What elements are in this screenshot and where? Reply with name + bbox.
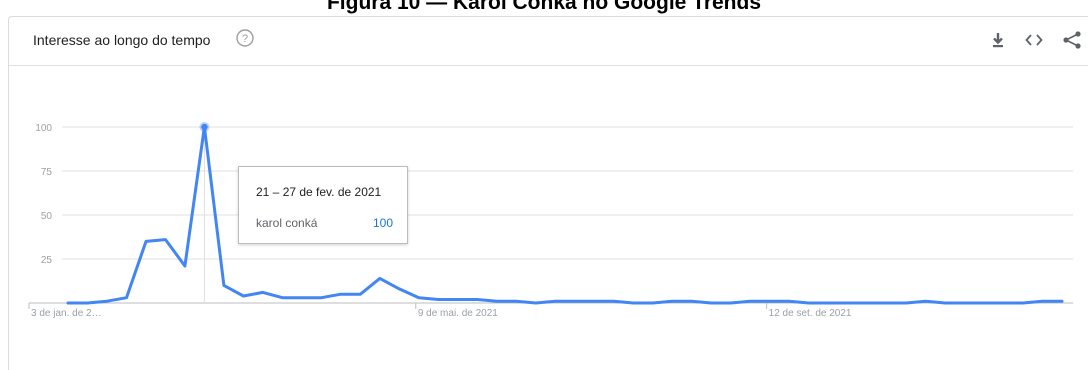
embed-code-icon[interactable]: [1023, 29, 1045, 51]
y-tick-label: 100: [35, 123, 52, 134]
tooltip-term: karol conká: [256, 216, 318, 230]
y-tick-label: 25: [41, 255, 53, 266]
download-icon[interactable]: [987, 29, 1009, 51]
x-tick-label: 3 de jan. de 2…: [31, 308, 102, 319]
figure-caption: Figura 10 — Karol Conka no Google Trends: [326, 0, 762, 14]
y-tick-label: 50: [41, 211, 53, 222]
card-title: Interesse ao longo do tempo: [33, 32, 211, 48]
trends-card: Interesse ao longo do tempo ?: [8, 16, 1088, 370]
x-tick-label: 9 de mai. de 2021: [418, 308, 498, 319]
x-tick-label: 12 de set. de 2021: [769, 308, 852, 319]
share-icon[interactable]: [1061, 29, 1083, 51]
tooltip-date: 21 – 27 de fev. de 2021: [256, 185, 382, 199]
card-header: Interesse ao longo do tempo ?: [9, 17, 1088, 66]
y-tick-label: 75: [41, 167, 53, 178]
series-line-karol-conka: [66, 125, 1064, 305]
chart-tooltip: 21 – 27 de fev. de 2021 karol conká 100: [238, 166, 408, 244]
highlight-point: [201, 123, 208, 131]
help-circle-icon[interactable]: ?: [235, 28, 255, 48]
svg-text:?: ?: [242, 33, 248, 45]
tooltip-value: 100: [372, 216, 393, 230]
